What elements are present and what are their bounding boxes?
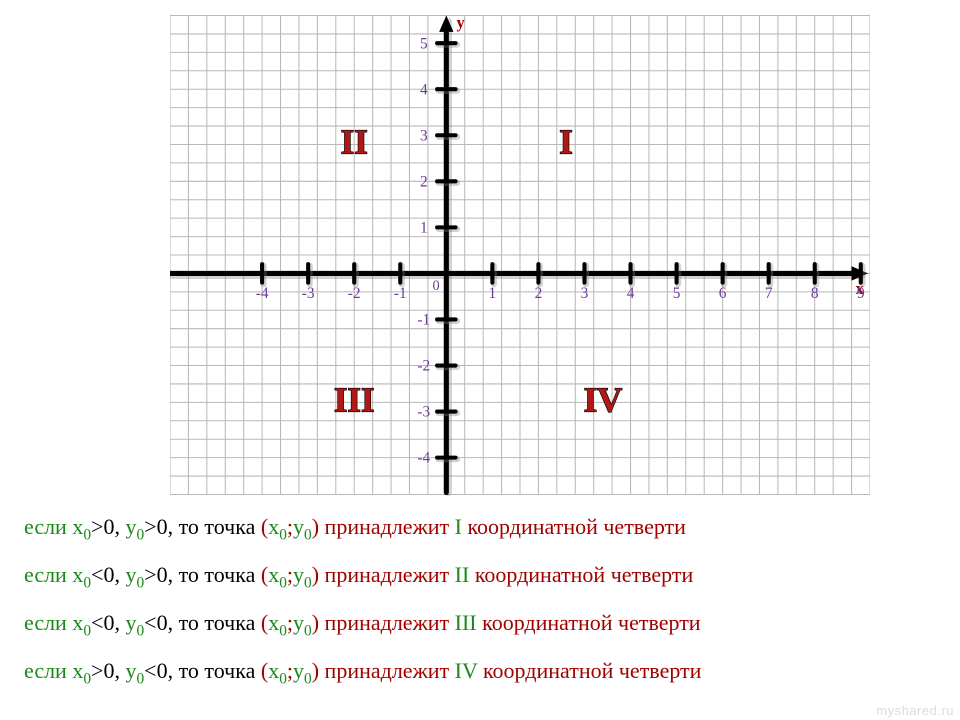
rule-line-1: если x0>0, y0>0, то точка (x0;y0) принад… [24, 512, 936, 546]
svg-text:3: 3 [581, 285, 589, 302]
svg-text:5: 5 [673, 285, 681, 302]
svg-text:8: 8 [811, 285, 819, 302]
rule-line-4: если x0>0, y0<0, то точка (x0;y0) принад… [24, 656, 936, 690]
svg-text:-4: -4 [256, 285, 269, 302]
svg-text:4: 4 [420, 81, 428, 98]
svg-text:5: 5 [420, 35, 428, 52]
svg-text:-3: -3 [302, 285, 315, 302]
quadrant-label-III: III [334, 381, 375, 420]
svg-text:-2: -2 [348, 285, 361, 302]
svg-text:2: 2 [420, 173, 428, 190]
svg-text:-2: -2 [417, 358, 430, 375]
quadrant-label-IV: IV [584, 381, 623, 420]
svg-text:9: 9 [857, 285, 865, 302]
y-axis-label: y [457, 13, 466, 32]
svg-text:7: 7 [765, 285, 773, 302]
svg-text:6: 6 [719, 285, 727, 302]
svg-text:2: 2 [535, 285, 543, 302]
svg-text:1: 1 [420, 219, 428, 236]
rules-text-block: если x0>0, y0>0, то точка (x0;y0) принад… [0, 500, 960, 690]
svg-text:-1: -1 [417, 312, 430, 329]
quadrant-label-II: II [341, 123, 368, 162]
svg-text:-4: -4 [417, 450, 430, 467]
rule-line-3: если x0<0, y0<0, то точка (x0;y0) принад… [24, 608, 936, 642]
rule-line-2: если x0<0, y0>0, то точка (x0;y0) принад… [24, 560, 936, 594]
svg-text:-1: -1 [394, 285, 407, 302]
coordinate-plane-svg: yx-4-3-2-1123456789-4-3-2-1123450IIIIIII… [170, 10, 870, 500]
svg-text:-3: -3 [417, 404, 430, 421]
svg-text:1: 1 [489, 285, 497, 302]
quadrant-label-I: I [559, 123, 573, 162]
coordinate-plane: yx-4-3-2-1123456789-4-3-2-1123450IIIIIII… [170, 10, 870, 500]
svg-text:0: 0 [433, 278, 440, 294]
svg-text:4: 4 [627, 285, 635, 302]
watermark: myshared.ru [876, 703, 954, 718]
svg-text:3: 3 [420, 127, 428, 144]
